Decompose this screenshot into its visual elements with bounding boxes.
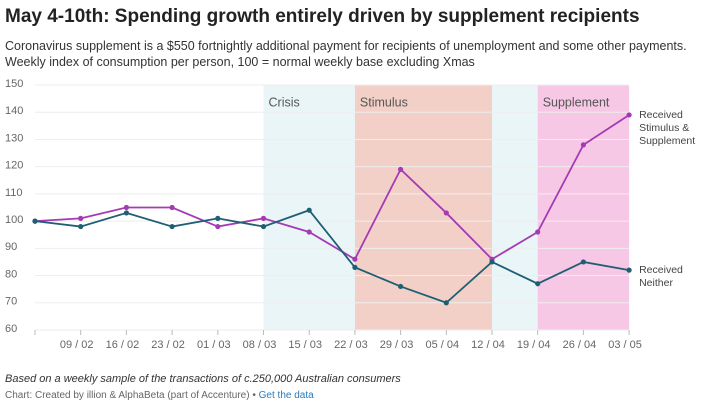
chart-title: May 4-10th: Spending growth entirely dri…: [5, 6, 640, 27]
point: [580, 259, 587, 265]
point: [443, 210, 449, 216]
y-tick-label: 120: [5, 160, 23, 172]
point: [443, 300, 449, 306]
point: [535, 229, 541, 235]
shaded-region: [492, 85, 538, 330]
point: [260, 215, 267, 221]
point: [169, 204, 175, 211]
point: [306, 229, 312, 235]
point: [626, 112, 632, 118]
point: [260, 223, 267, 230]
x-tick-label: 05 / 04: [425, 339, 459, 351]
x-tick-label: 01 / 03: [197, 339, 231, 351]
point: [306, 207, 312, 213]
y-tick-label: 140: [5, 105, 23, 117]
y-tick-label: 150: [5, 78, 23, 90]
x-tick-label: 23 / 02: [151, 339, 185, 351]
y-tick-label: 110: [5, 187, 23, 199]
point: [398, 283, 404, 290]
footnote: Based on a weekly sample of the transact…: [5, 373, 401, 385]
series-label: Received Stimulus & Supplement: [639, 108, 696, 147]
x-tick-label: 09 / 02: [60, 339, 94, 351]
series-label: Received Neither: [639, 264, 683, 290]
y-tick-label: 60: [5, 323, 17, 335]
credit-text: Chart: Created by illion & AlphaBeta (pa…: [5, 390, 259, 401]
point: [580, 142, 587, 148]
point: [78, 223, 84, 230]
y-tick-label: 80: [5, 268, 17, 280]
point: [215, 215, 221, 221]
x-tick-label: 26 / 04: [563, 339, 597, 351]
x-tick-label: 15 / 03: [288, 339, 322, 351]
point: [489, 259, 495, 265]
point: [535, 281, 541, 287]
y-tick-label: 70: [5, 296, 17, 308]
point: [32, 218, 38, 224]
y-tick-label: 100: [5, 214, 23, 226]
region-label: Stimulus: [360, 95, 408, 109]
x-tick-label: 08 / 03: [243, 339, 277, 351]
subtitle: Weekly index of consumption per person, …: [5, 55, 475, 69]
point: [626, 267, 632, 273]
x-tick-label: 12 / 04: [471, 339, 505, 351]
x-tick-label: 03 / 05: [608, 339, 642, 351]
x-tick-label: 16 / 02: [106, 339, 140, 351]
x-tick-label: 29 / 03: [380, 339, 414, 351]
shaded-region: [354, 85, 492, 330]
point: [169, 223, 175, 230]
point: [78, 215, 84, 221]
region-label: Crisis: [269, 95, 300, 109]
x-tick-label: 22 / 03: [334, 339, 368, 351]
shaded-region: [263, 85, 355, 330]
point: [215, 223, 221, 230]
series-line: [34, 114, 630, 261]
y-tick-label: 90: [5, 241, 17, 253]
series-line: [34, 209, 630, 304]
point: [352, 256, 358, 262]
y-tick-label: 130: [5, 132, 23, 144]
point: [123, 204, 129, 211]
point: [398, 166, 404, 172]
data-link[interactable]: Get the data: [258, 390, 314, 401]
subtitle: Coronavirus supplement is a $550 fortnig…: [5, 39, 687, 53]
credit: Chart: Created by illion & AlphaBeta (pa…: [5, 390, 314, 401]
x-tick-label: 19 / 04: [517, 339, 551, 351]
point: [352, 264, 358, 270]
point: [123, 210, 129, 216]
region-label: Supplement: [543, 95, 610, 109]
